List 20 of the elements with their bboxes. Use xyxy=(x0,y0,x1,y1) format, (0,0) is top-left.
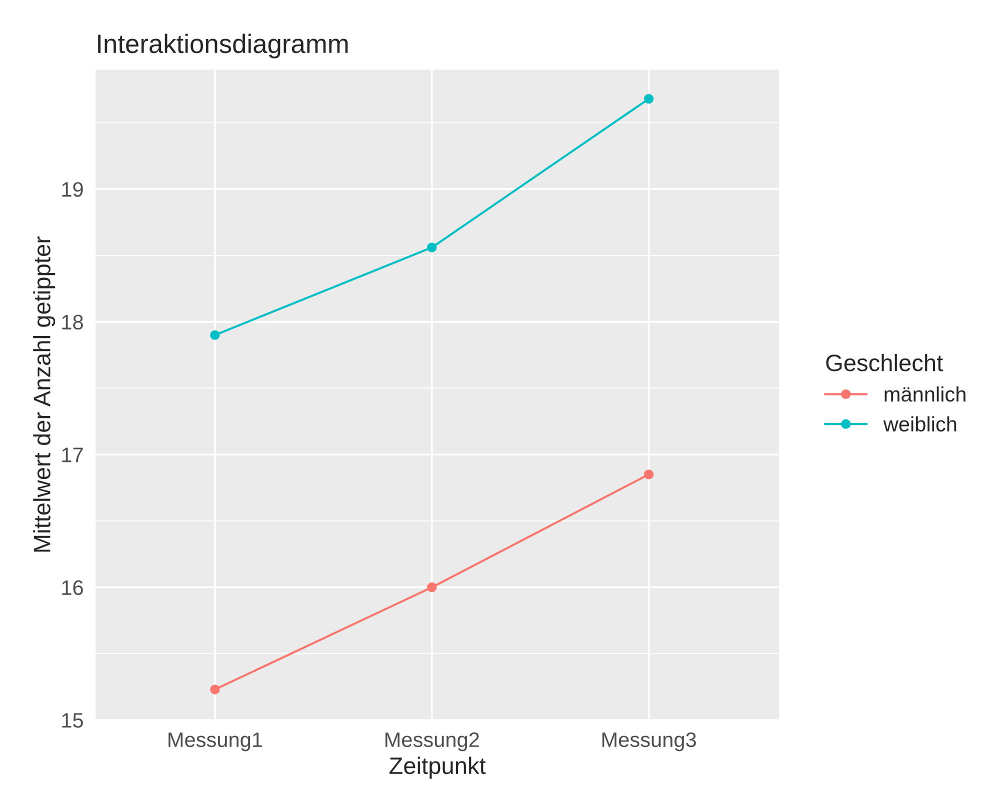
point xyxy=(427,242,437,252)
y-tick-label: 17 xyxy=(62,448,83,462)
x-tick-label: Messung2 xyxy=(386,732,479,752)
x-tick-label: Messung1 xyxy=(168,732,262,752)
y-tick-label: 16 xyxy=(62,580,83,596)
point xyxy=(210,330,220,340)
legend-label: weiblich xyxy=(883,416,956,432)
y-tick-label: 18 xyxy=(62,314,83,330)
legend-title: Geschlecht xyxy=(826,354,943,372)
point xyxy=(644,470,654,480)
x-tick-label: Messung3 xyxy=(602,732,696,752)
y-axis-title: Mittelwert der Anzahl getippter xyxy=(33,236,56,552)
point xyxy=(427,582,437,592)
y-tick-label: 15 xyxy=(62,713,83,728)
point xyxy=(644,94,654,104)
point xyxy=(210,684,220,694)
legend-label: männlich xyxy=(884,386,966,402)
x-axis-title: Zeitpunkt xyxy=(389,756,486,779)
chart-title: Interaktionsdiagramm xyxy=(98,34,348,58)
y-tick-label: 19 xyxy=(62,182,83,197)
